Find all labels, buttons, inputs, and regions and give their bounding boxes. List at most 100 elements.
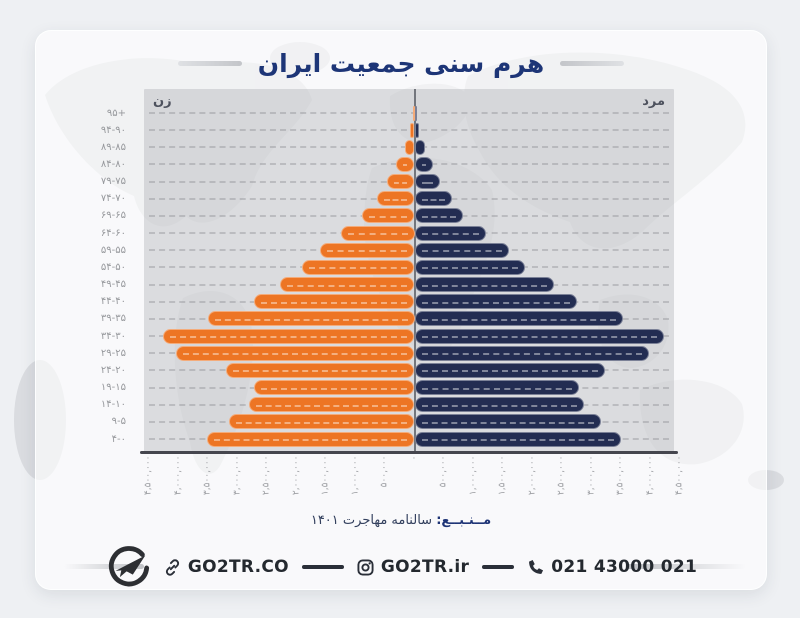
age-label: ۹۴-۹۰ bbox=[100, 124, 126, 136]
x-tick-label: ۴,۵۰۰,۰۰۰ bbox=[674, 455, 685, 496]
bar-female bbox=[386, 174, 415, 190]
bar-inner-dash bbox=[421, 439, 614, 441]
bar-inner-dash bbox=[421, 301, 571, 304]
age-label: ۴۴-۴۰ bbox=[100, 296, 126, 308]
age-label: ۹۵+ bbox=[106, 107, 126, 119]
age-label: ۳۹-۳۵ bbox=[100, 313, 126, 325]
age-label: ۱۹-۱۵ bbox=[100, 382, 126, 394]
gridline bbox=[149, 129, 669, 132]
bar-inner-dash bbox=[368, 215, 408, 218]
bar-female bbox=[162, 328, 415, 344]
bar-male bbox=[414, 345, 650, 361]
bar-inner-dash bbox=[421, 336, 658, 339]
age-label: ۹-۵ bbox=[111, 416, 126, 428]
x-tick-label: ۱,۵۰۰,۰۰۰ bbox=[497, 455, 508, 496]
bar-inner-dash bbox=[286, 284, 408, 287]
bar-female bbox=[228, 414, 415, 430]
male-column-header: مرد bbox=[642, 94, 665, 109]
bar-female bbox=[248, 397, 415, 413]
website-label: GO2TR.CO bbox=[187, 557, 289, 577]
bar-male bbox=[414, 174, 441, 190]
bar-male bbox=[414, 191, 453, 207]
x-tick-label: ۵۰۰,۰۰۰ bbox=[379, 455, 390, 488]
bar-male bbox=[414, 397, 584, 413]
bar-inner-dash bbox=[393, 181, 408, 184]
bar-female bbox=[410, 122, 415, 138]
plot-area: زن مرد bbox=[144, 89, 674, 453]
bar-inner-dash bbox=[421, 198, 446, 201]
bar-inner-dash bbox=[421, 284, 547, 287]
female-column-header: زن bbox=[153, 94, 172, 109]
bar-inner-dash bbox=[308, 267, 408, 270]
bar-inner-dash bbox=[384, 198, 408, 201]
footer-left-dash bbox=[64, 564, 144, 569]
age-label: ۵۴-۵۰ bbox=[100, 261, 126, 273]
bar-male bbox=[414, 362, 606, 378]
bar-female bbox=[208, 311, 415, 327]
bar-inner-dash bbox=[255, 404, 408, 407]
bar-inner-dash bbox=[347, 233, 408, 236]
bar-inner-dash bbox=[421, 181, 434, 184]
x-tick-label: ۴,۰۰۰,۰۰۰ bbox=[173, 455, 183, 496]
gridline bbox=[149, 112, 669, 114]
x-tick-label: ۱,۰۰۰,۰۰۰ bbox=[468, 455, 478, 496]
title-row: هرم سنی جمعیت ایران bbox=[36, 43, 766, 83]
x-axis-line bbox=[140, 451, 678, 454]
bar-inner-dash bbox=[421, 233, 480, 236]
age-label: ۴۹-۴۵ bbox=[100, 279, 126, 291]
bar-inner-dash bbox=[421, 370, 599, 373]
bar-inner-dash bbox=[182, 353, 408, 356]
age-label: ۲۹-۲۵ bbox=[100, 347, 126, 359]
instagram-link[interactable]: GO2TR.ir bbox=[357, 557, 469, 577]
bar-inner-dash bbox=[169, 336, 408, 339]
website-link[interactable]: GO2TR.CO bbox=[164, 557, 289, 577]
x-tick-label: ۱,۰۰۰,۰۰۰ bbox=[350, 455, 360, 496]
page-title: هرم سنی جمعیت ایران bbox=[257, 48, 545, 78]
source-text: سالنامه مهاجرت ۱۴۰۱ bbox=[310, 513, 433, 528]
bar-male bbox=[414, 311, 623, 327]
bar-male bbox=[414, 139, 425, 155]
bar-female bbox=[405, 139, 415, 155]
bar-inner-dash bbox=[326, 250, 408, 253]
age-label: ۶۹-۶۵ bbox=[100, 210, 126, 222]
bar-male bbox=[414, 328, 665, 344]
population-pyramid-chart: زن مرد ۴,۵۰۰,۰۰۰ ۴,۰۰۰,۰۰۰ ۳,۵۰۰,۰۰۰ ۳,۰۰۰,… bbox=[140, 89, 685, 501]
age-axis-labels: ۹۵+ ۹۴-۹۰ ۸۹-۸۵ ۸۴-۸۰ ۷۹-۷۵ ۷۴-۷۰ ۶۹-۶۵ ۶۴-۶۰ ۵۹… bbox=[72, 89, 130, 453]
x-tick-label: ۴,۰۰۰,۰۰۰ bbox=[645, 455, 655, 496]
bar-female bbox=[226, 362, 415, 378]
x-tick-label: ۴,۵۰۰,۰۰۰ bbox=[143, 455, 154, 496]
age-label: ۷۹-۷۵ bbox=[100, 176, 126, 188]
age-label: ۱۴-۱۰ bbox=[100, 399, 126, 411]
bar-male bbox=[414, 208, 464, 224]
bar-inner-dash bbox=[421, 215, 457, 218]
x-tick-label: ۳,۵۰۰,۰۰۰ bbox=[615, 455, 626, 496]
age-label: ۸۴-۸۰ bbox=[100, 158, 126, 170]
bar-inner-dash bbox=[421, 164, 427, 167]
bar-male bbox=[414, 414, 601, 430]
x-tick-label: ۲,۵۰۰,۰۰۰ bbox=[556, 455, 567, 496]
footer-row: GO2TR.CO GO2TR.ir 021 43000 021 bbox=[36, 541, 766, 593]
bar-inner-dash bbox=[421, 250, 502, 253]
footer-separator bbox=[482, 565, 515, 569]
bar-female bbox=[279, 277, 415, 293]
x-tick-label: ۲,۵۰۰,۰۰۰ bbox=[261, 455, 272, 496]
age-label: ۵۹-۵۵ bbox=[100, 244, 126, 256]
x-tick-label: ۱,۵۰۰,۰۰۰ bbox=[320, 455, 331, 496]
go2tr-logo bbox=[108, 546, 149, 587]
x-tick-label: ۲,۰۰۰,۰۰۰ bbox=[291, 455, 301, 496]
bar-female bbox=[377, 191, 415, 207]
phone-link[interactable]: 021 43000 021 bbox=[527, 557, 697, 577]
bar-female bbox=[361, 208, 415, 224]
instagram-icon bbox=[357, 558, 374, 576]
bar-inner-dash bbox=[421, 404, 577, 407]
x-tick-label: ۵۰۰,۰۰۰ bbox=[438, 455, 449, 488]
phone-label: 021 43000 021 bbox=[551, 557, 698, 577]
bar-inner-dash bbox=[233, 370, 408, 373]
x-tick-label: ۳,۵۰۰,۰۰۰ bbox=[202, 455, 213, 496]
bar-inner-dash bbox=[421, 421, 594, 424]
x-tick-label: ۰ bbox=[409, 455, 419, 461]
bar-female bbox=[301, 259, 415, 275]
link-icon bbox=[165, 558, 179, 576]
bar-female bbox=[254, 380, 415, 396]
